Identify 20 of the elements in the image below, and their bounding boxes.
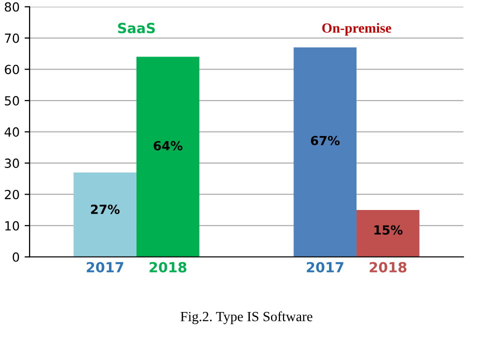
y-tick-label: 20	[4, 190, 20, 200]
annotation: On-premise	[322, 22, 392, 36]
y-tick-label: 60	[4, 64, 20, 74]
y-tick-label: 70	[4, 33, 20, 43]
data-label: 15%	[374, 225, 403, 235]
y-tick-label: 30	[4, 158, 20, 168]
caption: Fig.2. Type IS Software	[180, 311, 312, 324]
y-tick-label: 40	[4, 127, 20, 137]
annotation: SaaS	[118, 22, 155, 34]
data-label: 64%	[154, 141, 182, 150]
x-tick-label: 2017	[306, 262, 344, 272]
y-tick-label: 80	[4, 2, 20, 12]
x-tick-label: 2018	[150, 262, 186, 272]
y-tick-label: 0	[12, 252, 20, 262]
x-tick-label: 2017	[86, 262, 124, 272]
data-label: 67%	[310, 136, 340, 146]
y-tick-label: 10	[5, 221, 20, 231]
y-tick-label: 50	[4, 96, 20, 106]
x-tick-label: 2018	[370, 262, 406, 272]
data-label: 27%	[91, 204, 120, 214]
